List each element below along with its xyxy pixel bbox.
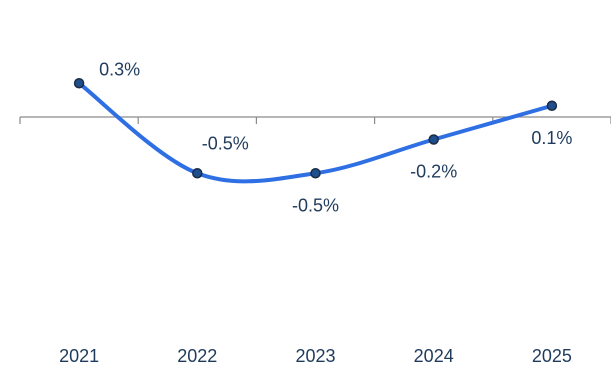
series-line-group xyxy=(77,81,554,184)
x-axis xyxy=(19,116,611,124)
data-point-2022 xyxy=(192,168,203,179)
data-label-2021: 0.3% xyxy=(99,59,140,79)
x-tick-labels: 2021 2022 2023 2024 2025 xyxy=(59,346,572,366)
data-labels: 0.3% -0.5% -0.5% -0.2% 0.1% xyxy=(99,59,572,215)
data-point-2023 xyxy=(310,168,321,179)
data-label-2025: 0.1% xyxy=(531,128,572,148)
x-tick-label-2024: 2024 xyxy=(414,346,454,366)
x-tick-label-2025: 2025 xyxy=(532,346,572,366)
x-tick-label-2021: 2021 xyxy=(59,346,99,366)
data-point-2021 xyxy=(73,78,85,89)
data-point-2025 xyxy=(546,100,558,111)
data-label-2022: -0.5% xyxy=(202,133,249,153)
series-line xyxy=(77,81,554,184)
data-label-2024: -0.2% xyxy=(410,162,457,182)
data-points xyxy=(73,78,558,179)
data-point-2024 xyxy=(428,134,439,145)
data-label-2023: -0.5% xyxy=(292,195,339,215)
x-tick-label-2023: 2023 xyxy=(295,346,335,366)
x-tick-label-2022: 2022 xyxy=(177,346,217,366)
